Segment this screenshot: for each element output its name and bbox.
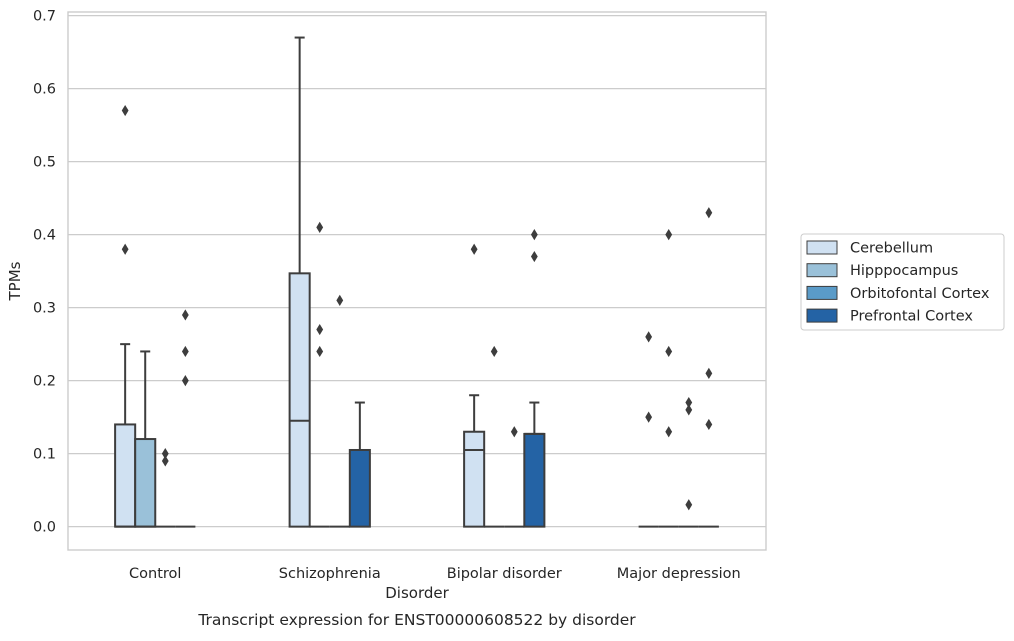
outlier-point <box>336 294 344 306</box>
outlier-point <box>121 243 129 255</box>
x-axis-title: Disorder <box>385 584 449 602</box>
outlier-point <box>161 448 169 460</box>
outlier-point <box>470 243 478 255</box>
outlier-point <box>685 404 693 416</box>
outlier-point <box>530 229 538 241</box>
outlier-point <box>665 426 673 438</box>
x-tick-label: Schizophrenia <box>279 566 381 582</box>
y-tick-label: 0.2 <box>33 374 56 390</box>
outlier-point <box>665 345 673 358</box>
outlier-point <box>161 455 169 467</box>
legend-label: Cerebellum <box>850 241 933 257</box>
box-group <box>463 394 486 528</box>
outlier-point <box>510 426 518 438</box>
outlier-point <box>316 323 324 336</box>
box-group <box>288 36 311 528</box>
x-tick-label: Bipolar disorder <box>447 566 562 582</box>
y-tick-label: 0.6 <box>33 82 56 98</box>
legend-label: Hipppocampus <box>850 263 958 279</box>
outliers <box>121 104 713 511</box>
legend-label: Prefrontal Cortex <box>850 309 973 325</box>
outlier-point <box>645 411 653 423</box>
y-tick-label: 0.3 <box>33 301 56 317</box>
legend-swatch <box>806 263 838 278</box>
outlier-point <box>316 221 324 233</box>
y-tick-label: 0.0 <box>33 520 56 536</box>
outlier-point <box>181 375 189 387</box>
outlier-point <box>685 499 693 511</box>
box-body <box>463 430 486 528</box>
outlier-point <box>121 104 129 117</box>
outlier-point <box>181 345 189 358</box>
outlier-point <box>705 207 713 219</box>
box-body <box>114 423 137 528</box>
legend-swatch <box>806 240 838 255</box>
legend-items: Cerebellum Hipppocampus Orbitofontal Corte… <box>806 240 990 325</box>
outlier-point <box>490 345 498 358</box>
y-tick-label: 0.7 <box>33 9 56 25</box>
y-axis-ticks: 0.0 0.1 0.2 0.3 0.4 0.5 0.6 0.7 <box>33 9 56 536</box>
y-tick-label: 0.4 <box>33 228 56 244</box>
legend-swatch <box>806 285 838 300</box>
box-group <box>523 401 546 528</box>
chart-caption: Transcript expression for ENST0000060852… <box>197 611 636 629</box>
box-body <box>134 438 157 528</box>
box-body <box>348 448 371 528</box>
outlier-point <box>705 418 713 431</box>
boxes <box>114 36 719 528</box>
x-axis-ticks: Control Schizophrenia Bipolar disorder Majo… <box>129 566 741 582</box>
outlier-point <box>705 367 713 379</box>
outlier-point <box>645 331 653 343</box>
outlier-point <box>665 229 673 241</box>
legend: Cerebellum Hipppocampus Orbitofontal Corte… <box>800 233 1005 331</box>
outlier-point <box>181 309 189 321</box>
x-tick-label: Control <box>129 566 181 582</box>
box-body <box>288 272 311 528</box>
legend-label: Orbitofontal Cortex <box>850 286 990 302</box>
y-axis-title: TPMs <box>6 261 24 301</box>
box-group <box>348 401 371 528</box>
x-tick-label: Major depression <box>617 566 741 582</box>
outlier-point <box>530 250 538 263</box>
legend-swatch <box>806 308 838 323</box>
legend-frame <box>800 233 1005 331</box>
outlier-point <box>685 396 693 409</box>
outlier-point <box>316 345 324 358</box>
plot-frame <box>67 11 767 551</box>
box-group <box>134 350 157 528</box>
y-tick-label: 0.5 <box>33 155 56 171</box>
box-body <box>523 432 546 528</box>
y-tick-label: 0.1 <box>33 447 56 463</box>
